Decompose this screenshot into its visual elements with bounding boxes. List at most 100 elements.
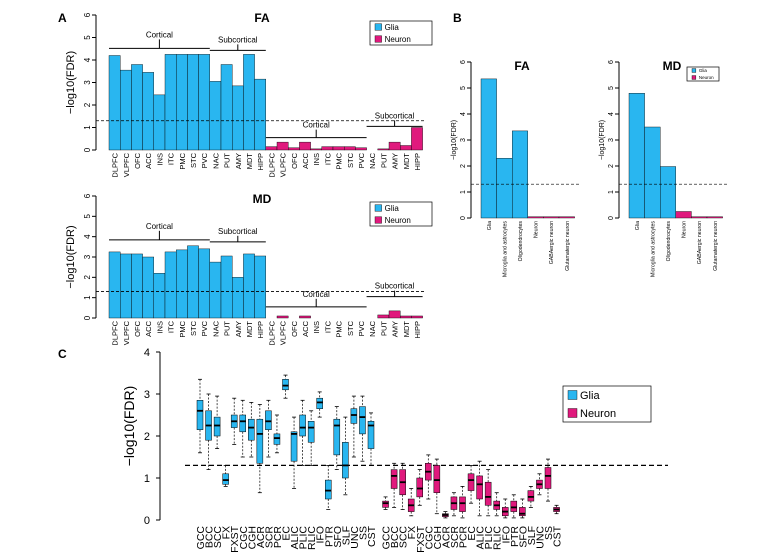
panel-a-fa-glia-xlabel: NAC (211, 152, 220, 168)
panel-a-fa-y-axis-tick-label: 0 (83, 147, 92, 152)
panel-a-md-glia-xlabel: VLPFC (122, 320, 131, 345)
panel-c-iqr-box (467, 473, 475, 491)
panel-c-neuron-box (459, 485, 466, 519)
panel-a-fa-glia-xlabel: VLPFC (122, 152, 131, 177)
panel-b-fa-ylabel: −log10(FDR) (451, 120, 458, 160)
panel-b-md-y-axis-tick-label: 3 (608, 138, 615, 142)
panel-b-fa-y-axis-tick-label: 3 (460, 138, 467, 142)
panel-c-neuron-box (416, 469, 423, 506)
panel-a-md-glia-xlabel: MDT (245, 321, 254, 338)
panel-a-fa-y-axis-tick-label: 4 (83, 57, 92, 62)
panel-c-iqr-box (416, 477, 423, 498)
panel-c-glia-box (230, 397, 238, 445)
panel-b-md-bar (644, 126, 661, 219)
panel-c-iqr-box (484, 481, 492, 506)
panel-c-neuron-xlabel: SCC (398, 526, 410, 549)
panel-a-md-glia-xlabel: INS (155, 321, 164, 334)
panel-c-glia-xlabel: UNC (349, 526, 361, 549)
panel-c-glia-box (282, 374, 289, 399)
panel-a-md-y-axis-tick-label: 0 (83, 315, 92, 320)
panel-a-md-y-axis-tick-label: 4 (83, 234, 92, 239)
panel-b-md-bar (675, 211, 692, 219)
panel-a-fa-neuron-xlabel: PMC (335, 152, 344, 169)
panel-a-fa-glia-xlabel: STC (189, 152, 198, 168)
panel-a-md-glia-xlabel: PUT (223, 321, 232, 336)
panel-a-md-neuron-xlabel: PVC (357, 320, 366, 336)
panel-c-legend-swatch-glia (567, 390, 578, 400)
panel-c-glia-xlabel: PTR (323, 526, 335, 547)
panel-b-fa-y-axis-tick-label: 4 (460, 112, 467, 116)
panel-a-md-legend-entry-glia: Glia (385, 204, 400, 213)
panel-b-md-xlabel: Oligodendrocytes (666, 221, 672, 262)
panel-a-md-glia-xlabel: ACC (144, 320, 153, 336)
panel-a-fa-neuron-subcortical-label: Subcortical (375, 111, 415, 120)
panel-c-iqr-box (333, 418, 341, 456)
panel-c-iqr-box (390, 469, 398, 489)
panel-a-md-glia-xlabel: DLPFC (111, 320, 120, 345)
panel-c-glia-box (359, 395, 366, 462)
panel-a-md-neuron-xlabel: OFC (290, 320, 299, 336)
panel-a-fa-glia-bar (198, 54, 211, 151)
panel-a-fa-neuron-bar (344, 146, 356, 151)
panel-a-fa-title: FA (254, 11, 270, 25)
panel-c-glia-xlabel: FXST (229, 525, 241, 552)
panel-c-glia-xlabel: BCC (204, 526, 216, 549)
panel-c-iqr-box (290, 431, 298, 462)
panel-a-md-ylabel: −log10(FDR) (65, 225, 77, 288)
panel-a-md-glia-xlabel: HIPP (256, 321, 265, 339)
panel-a-md-y-axis-tick-label: 3 (83, 254, 92, 259)
panel-c-neuron-xlabel: GCC (381, 526, 393, 550)
panel-c-iqr-box (213, 416, 221, 437)
panel-c-glia-box (290, 416, 298, 489)
panel-a-fa-neuron-bar (265, 146, 278, 151)
panel-a-md-neuron-xlabel: DLPFC (267, 320, 276, 345)
panel-b-md-legend-entry-glia: Glia (699, 68, 707, 73)
panel-a-md-y-axis-tick-label: 5 (83, 214, 92, 219)
panel-a-fa-glia-xlabel: HIPP (256, 153, 265, 171)
panel-a-fa-neuron-xlabel: NAC (368, 152, 377, 168)
panel-c-iqr-box (459, 496, 466, 512)
panel-c-iqr-box (325, 479, 332, 500)
panel-a-fa-glia-bar (187, 54, 199, 151)
panel-a-fa-glia-bar (243, 54, 255, 151)
panel-c-glia-xlabel: SCR (263, 526, 275, 549)
panel-c-legend-box (562, 385, 652, 423)
panel-a-fa-neuron-bar (411, 127, 423, 151)
panel-c-neuron-box (433, 458, 441, 515)
panel-c-iqr-box (282, 379, 289, 391)
panel-a-md-glia-bar (231, 277, 244, 319)
panel-c-iqr-box (307, 421, 315, 443)
panel-c-neuron-xlabel: SLF (526, 526, 538, 545)
panel-c-legend-entry-glia: Glia (580, 390, 600, 402)
panel-c-neuron-xlabel: ACR (440, 526, 452, 549)
panel-c-glia-box (273, 414, 281, 454)
panel-c-neuron-box (536, 473, 543, 496)
panel-a-fa-ylabel: −log10(FDR) (65, 51, 77, 114)
panel-b-md-title: MD (663, 59, 682, 73)
panel-a-fa-neuron-xlabel: AMY (391, 153, 400, 169)
panel-b-label: B (453, 11, 462, 25)
panel-a-fa-y-axis-tick-label: 6 (83, 12, 92, 17)
panel-c-glia-box (342, 416, 349, 496)
panel-c-neuron-box (407, 488, 415, 517)
panel-c-iqr-box (544, 467, 552, 489)
panel-b-md-xlabel: GABAergic neuron (697, 221, 703, 264)
panel-c-iqr-box (196, 400, 204, 430)
panel-a-md-glia-bar (119, 253, 132, 319)
panel-c-neuron-box (382, 496, 389, 510)
panel-a-fa-neuron-xlabel: VLPFC (279, 152, 288, 177)
panel-a-fa-neuron-bar (377, 148, 390, 151)
panel-a-fa-neuron-xlabel: ACC (301, 152, 310, 168)
panel-b-fa-y-axis-tick-label: 1 (460, 190, 467, 194)
panel-a-md-neuron-xlabel: NAC (368, 320, 377, 336)
panel-c-neuron-xlabel: SCR (449, 526, 461, 549)
panel-a-md-legend-entry-neuron: Neuron (385, 216, 411, 225)
panel-c-glia-box (248, 401, 255, 458)
panel-c-iqr-box (350, 408, 358, 424)
panel-a-fa-neuron-xlabel: PUT (379, 153, 388, 168)
panel-c-neuron-xlabel: BCC (389, 526, 401, 549)
panel-b-fa-xlabel: Oligodendrocytes (518, 221, 524, 262)
panel-b-md-bar (691, 216, 708, 219)
panel-b-fa-y-axis-tick-label: 2 (460, 164, 467, 168)
panel-c-iqr-box (527, 490, 535, 502)
